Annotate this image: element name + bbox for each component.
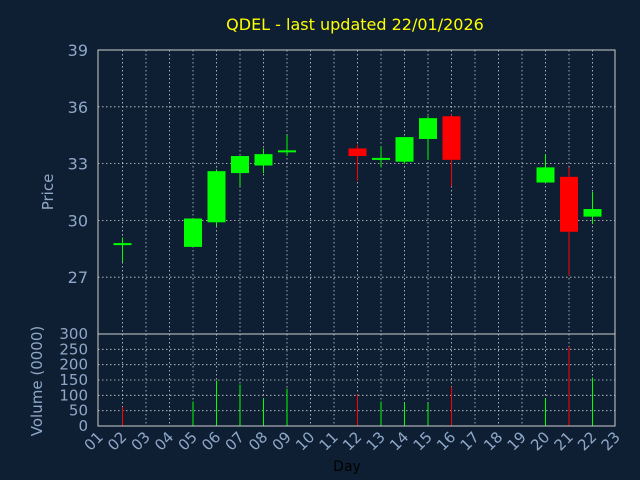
price-grid <box>98 50 615 334</box>
x-axis-ticks: 0102030405060708091011121314151617181920… <box>81 428 624 454</box>
price-axis-label: Price <box>39 174 57 211</box>
price-tick-label: 36 <box>68 98 88 117</box>
candle <box>583 192 602 225</box>
candle <box>560 167 578 276</box>
candle-body <box>254 154 273 166</box>
candle-body <box>442 116 461 160</box>
candle-body <box>184 218 202 247</box>
price-tick-label: 33 <box>68 155 88 174</box>
price-panel: 27 30 33 36 39 Price <box>39 41 616 335</box>
candle <box>207 169 226 227</box>
volume-tick-label: 0 <box>78 417 88 435</box>
candle <box>372 146 390 168</box>
candle <box>184 218 202 247</box>
volume-tick-label: 300 <box>59 325 88 343</box>
candle <box>348 144 367 181</box>
price-y-ticks: 27 30 33 36 39 <box>68 41 88 287</box>
candle <box>254 148 273 174</box>
price-tick-label: 39 <box>68 41 88 60</box>
candle-body <box>583 209 602 217</box>
candle <box>419 116 437 160</box>
candle <box>536 154 555 183</box>
volume-axis-label: Volume (0000) <box>28 326 46 436</box>
candle-body <box>395 137 414 162</box>
candle-body <box>419 118 437 139</box>
volume-tick-label: 50 <box>69 402 88 420</box>
price-tick-label: 30 <box>68 211 88 230</box>
volume-bars <box>122 346 593 426</box>
candle-body <box>231 156 249 174</box>
candle-body <box>207 171 226 223</box>
volume-panel-frame <box>97 333 616 427</box>
candle-body <box>113 243 132 246</box>
candle <box>442 114 461 187</box>
volume-tick-label: 100 <box>59 386 88 404</box>
price-tick-label: 27 <box>68 268 88 287</box>
candle-body <box>536 167 555 183</box>
volume-tick-label: 200 <box>59 356 88 374</box>
candle <box>231 156 249 187</box>
candle <box>278 135 296 157</box>
candle-body <box>372 157 390 160</box>
candle-body <box>348 148 367 157</box>
candle-body <box>560 176 578 232</box>
volume-tick-label: 250 <box>59 340 88 358</box>
chart-title: QDEL - last updated 22/01/2026 <box>226 15 484 34</box>
candle-body <box>278 150 296 153</box>
x-axis-label: Day <box>333 459 361 475</box>
candle <box>113 237 132 263</box>
candle <box>395 137 414 164</box>
price-candles <box>113 114 602 276</box>
volume-tick-label: 150 <box>59 371 88 389</box>
